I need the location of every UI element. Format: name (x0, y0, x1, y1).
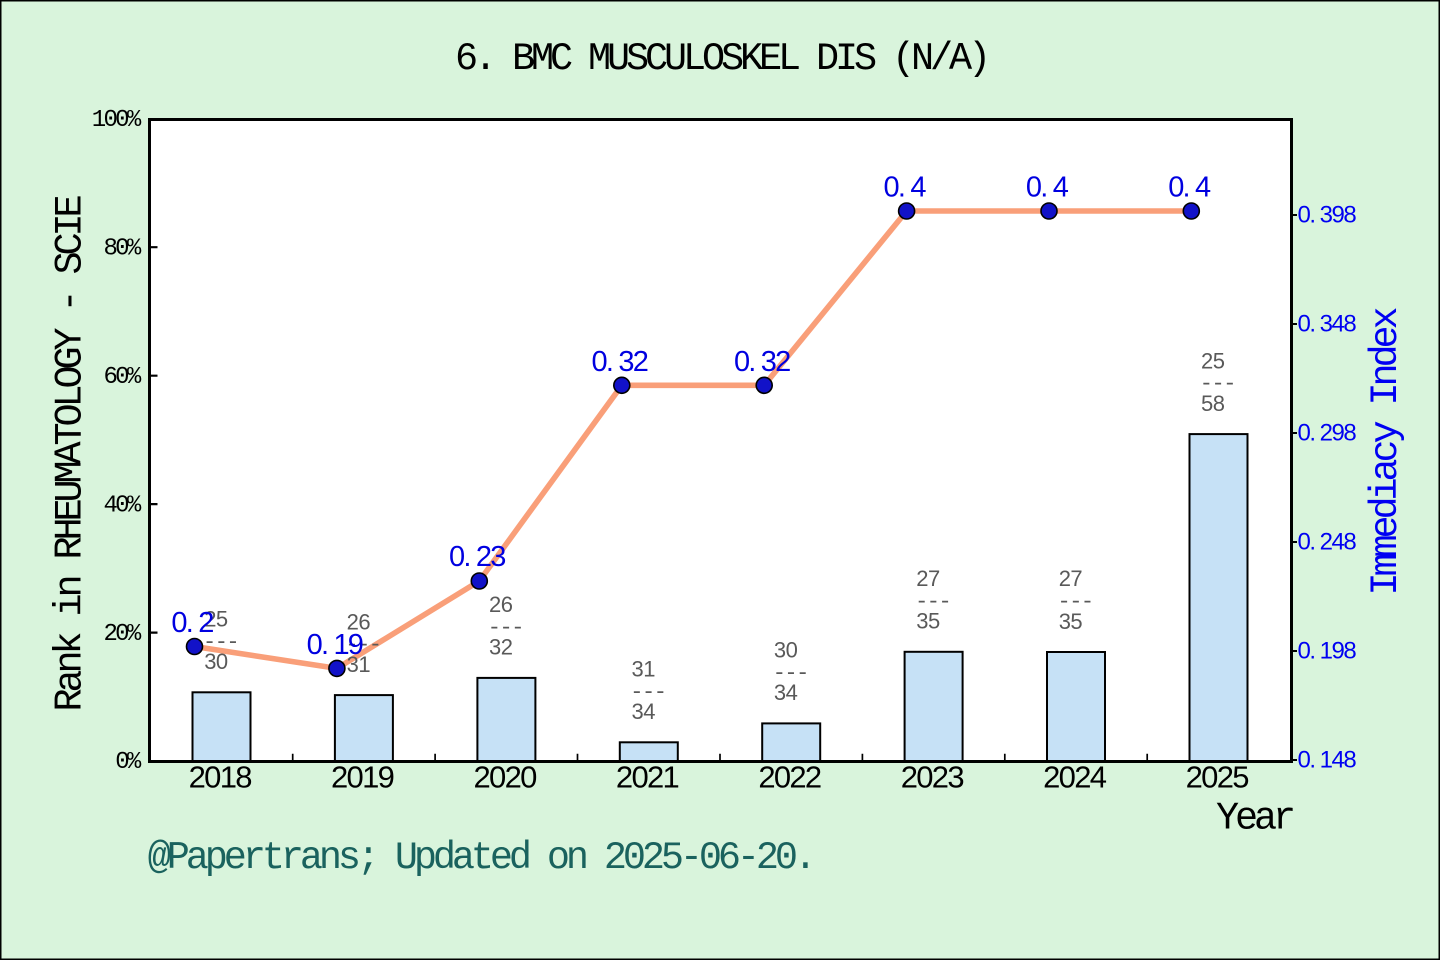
svg-text:0. 4: 0. 4 (884, 172, 927, 204)
svg-text:2022: 2022 (758, 759, 821, 794)
svg-text:0. 32: 0. 32 (592, 346, 648, 378)
svg-text:0. 198: 0. 198 (1298, 638, 1357, 665)
svg-text:30: 30 (774, 638, 798, 663)
svg-text:35: 35 (916, 609, 940, 634)
svg-text:31: 31 (632, 657, 656, 682)
svg-text:6. BMC MUSCULOSKEL DIS (N/A): 6. BMC MUSCULOSKEL DIS (N/A) (455, 37, 987, 81)
svg-text:Year: Year (1216, 797, 1293, 841)
svg-text:2025: 2025 (1186, 759, 1249, 794)
svg-text:35: 35 (1059, 609, 1083, 634)
svg-text:2023: 2023 (901, 759, 964, 794)
svg-text:---: --- (488, 615, 523, 640)
svg-text:0. 348: 0. 348 (1298, 311, 1357, 338)
svg-text:---: --- (203, 630, 238, 655)
svg-text:0. 248: 0. 248 (1298, 529, 1357, 556)
svg-text:0%: 0% (115, 749, 142, 776)
svg-text:25: 25 (204, 607, 228, 632)
svg-text:34: 34 (632, 699, 656, 724)
svg-text:27: 27 (1059, 566, 1083, 591)
svg-text:40%: 40% (103, 492, 141, 519)
svg-text:58: 58 (1201, 391, 1225, 416)
svg-text:2018: 2018 (189, 759, 252, 794)
svg-text:Immediacy Index: Immediacy Index (1364, 307, 1408, 595)
svg-text:0. 4: 0. 4 (1168, 172, 1211, 204)
svg-text:26: 26 (347, 609, 371, 634)
svg-text:0. 32: 0. 32 (734, 346, 790, 378)
svg-text:---: --- (630, 680, 665, 705)
svg-text:31: 31 (347, 652, 371, 677)
svg-text:25: 25 (1201, 348, 1225, 373)
svg-text:2024: 2024 (1043, 759, 1107, 794)
svg-text:27: 27 (916, 566, 940, 591)
svg-text:---: --- (773, 661, 808, 686)
svg-text:30: 30 (204, 649, 228, 674)
svg-text:@Papertrans; Updated on 2025-0: @Papertrans; Updated on 2025-06-20. (148, 836, 813, 880)
svg-text:60%: 60% (103, 364, 141, 391)
svg-text:---: --- (915, 589, 950, 614)
svg-text:0. 4: 0. 4 (1026, 172, 1069, 204)
svg-text:2019: 2019 (331, 759, 394, 794)
svg-text:---: --- (1200, 372, 1235, 397)
svg-text:0. 298: 0. 298 (1298, 420, 1357, 447)
svg-text:Rank in RHEUMATOLOGY - SCIE: Rank in RHEUMATOLOGY - SCIE (49, 195, 93, 711)
svg-text:0. 2: 0. 2 (171, 607, 213, 639)
svg-text:2020: 2020 (474, 759, 538, 794)
svg-text:0. 398: 0. 398 (1298, 202, 1357, 229)
svg-text:2021: 2021 (616, 759, 679, 794)
svg-text:80%: 80% (103, 236, 141, 263)
svg-text:100%: 100% (92, 107, 142, 134)
svg-text:32: 32 (489, 635, 513, 660)
svg-text:34: 34 (774, 680, 798, 705)
svg-text:20%: 20% (103, 621, 141, 648)
svg-text:---: --- (345, 633, 380, 658)
svg-text:0. 148: 0. 148 (1298, 747, 1357, 774)
svg-text:0. 23: 0. 23 (449, 541, 505, 573)
svg-text:---: --- (1058, 590, 1093, 615)
svg-text:26: 26 (489, 592, 513, 617)
svg-text:0. 19: 0. 19 (307, 629, 363, 661)
